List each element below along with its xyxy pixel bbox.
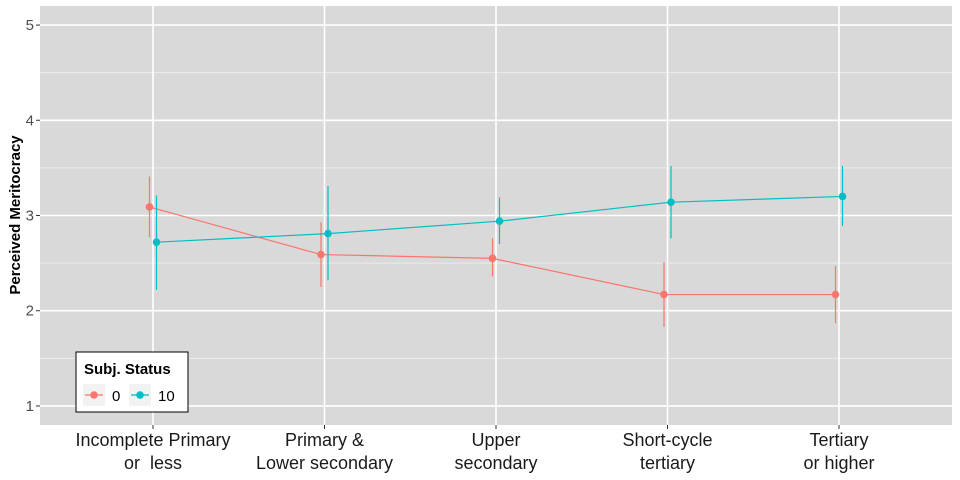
legend-label: 0 [112, 388, 120, 405]
data-point [488, 254, 497, 263]
x-tick-label: Lower secondary [256, 453, 393, 473]
data-point [324, 229, 332, 238]
series-10 [152, 165, 847, 290]
y-axis-label: Perceived Meritocracy [7, 135, 24, 295]
y-tick-label: 1 [26, 398, 34, 415]
data-point [660, 290, 668, 299]
legend-key-point [90, 391, 98, 399]
x-tick-label: Primary & [285, 430, 364, 450]
x-tick-label: Incomplete Primary [75, 430, 230, 450]
y-tick-label: 4 [26, 112, 34, 129]
y-tick-label: 3 [26, 208, 34, 225]
data-point [152, 238, 161, 246]
x-tick-label: Short-cycle [622, 430, 712, 450]
data-point [831, 290, 840, 299]
x-tick-label: tertiary [640, 453, 695, 473]
x-tick-label: secondary [454, 453, 537, 473]
legend-key-point [136, 391, 144, 399]
y-tick-label: 5 [26, 17, 34, 34]
series-0 [145, 176, 840, 327]
data-point [838, 192, 847, 201]
legend-label: 10 [158, 388, 175, 405]
series-layer [145, 165, 847, 327]
x-tick-label: or less [124, 453, 182, 473]
y-tick-label: 2 [26, 303, 34, 320]
data-point [495, 217, 504, 226]
legend: Subj. Status 0 10 [75, 351, 189, 413]
data-point [145, 203, 154, 211]
y-axis: 1 2 3 4 5 [26, 17, 40, 415]
x-tick-label: Tertiary [809, 430, 868, 450]
data-point [317, 250, 325, 259]
x-axis: Incomplete Primary or less Primary & Lower … [75, 425, 875, 473]
data-point [667, 198, 675, 206]
x-tick-label: or higher [803, 453, 874, 473]
legend-title: Subj. Status [84, 361, 171, 378]
x-tick-label: Upper [471, 430, 520, 450]
legend-items: 0 10 [83, 384, 175, 406]
